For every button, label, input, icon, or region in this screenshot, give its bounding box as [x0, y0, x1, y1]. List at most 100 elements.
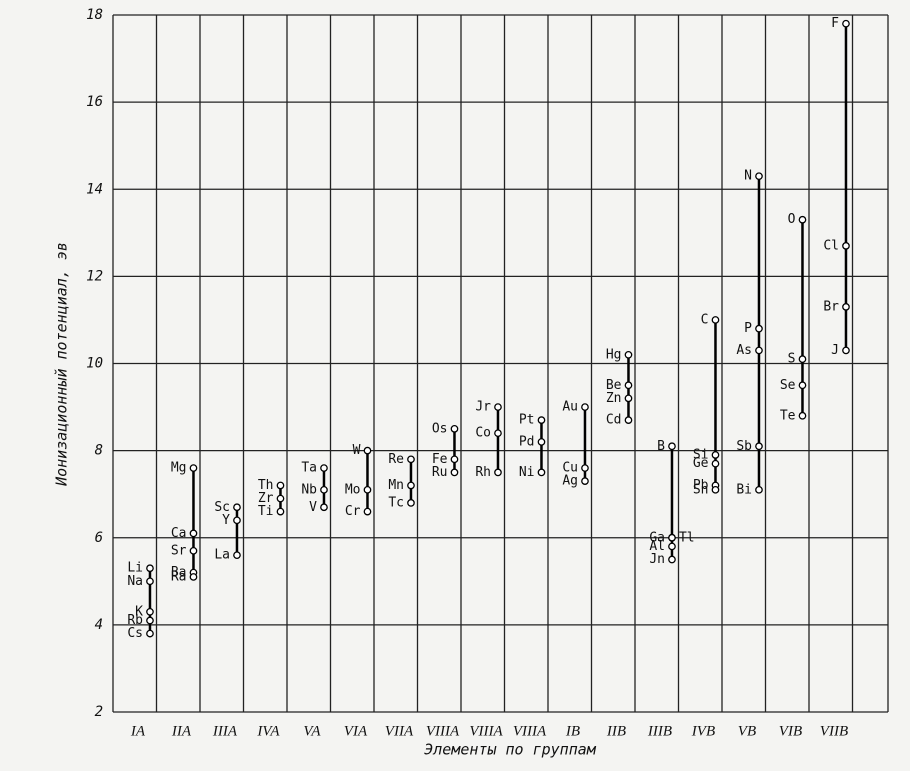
element-label: Mn — [388, 478, 404, 493]
element-label: Bi — [736, 482, 752, 497]
x-tick-label: VIIB — [820, 723, 848, 739]
element-label: Th — [258, 478, 274, 493]
x-tick-label: VA — [303, 723, 321, 739]
element-label: Al — [649, 539, 665, 554]
x-tick-label: IIIA — [212, 723, 238, 739]
element-label: Cr — [345, 504, 361, 519]
element-point — [320, 464, 328, 472]
element-label: Sc — [214, 500, 230, 515]
element-label: Na — [127, 574, 143, 589]
x-tick-label: IIA — [171, 723, 192, 739]
element-point — [537, 416, 546, 424]
element-label: Ge — [693, 456, 709, 471]
element-point — [755, 442, 763, 451]
element-point — [276, 481, 285, 490]
element-point — [711, 459, 720, 468]
element-label: C — [701, 312, 709, 327]
element-label: Y — [222, 513, 230, 528]
element-label: La — [214, 548, 230, 563]
element-point — [798, 381, 807, 390]
element-point — [407, 455, 415, 464]
y-tick-label: 6 — [95, 530, 103, 546]
element-label: W — [353, 443, 361, 458]
element-label: Hg — [606, 347, 622, 362]
element-point — [233, 503, 241, 512]
element-point — [842, 346, 850, 355]
element-point — [581, 403, 589, 411]
element-point — [537, 468, 546, 477]
element-point — [494, 468, 502, 477]
element-label: B — [657, 439, 665, 454]
element-label: Tc — [388, 495, 404, 510]
element-label: Nb — [301, 482, 317, 497]
element-point — [450, 468, 459, 477]
element-point — [798, 355, 807, 363]
element-point — [668, 542, 676, 551]
x-tick-label: IVA — [256, 723, 280, 739]
element-label: Ca — [171, 526, 187, 541]
element-point — [668, 555, 676, 564]
element-point — [842, 242, 850, 250]
element-label: Ta — [301, 461, 317, 476]
element-point — [537, 438, 546, 446]
element-point — [624, 394, 633, 403]
element-label: Cs — [127, 626, 143, 641]
element-label: Rb — [127, 613, 143, 628]
element-label: Ra — [171, 569, 187, 584]
element-point — [581, 464, 589, 472]
element-label: Au — [562, 400, 578, 415]
element-point — [450, 424, 459, 433]
element-label: Ag — [562, 474, 578, 489]
element-point — [450, 455, 459, 464]
element-label: Ti — [258, 504, 274, 519]
element-label: Pb — [693, 478, 709, 493]
element-label: J — [831, 343, 839, 358]
element-point — [320, 485, 328, 494]
element-label: Li — [127, 561, 143, 576]
y-tick-label: 2 — [95, 704, 103, 720]
element-point — [146, 607, 154, 616]
element-label: Sr — [171, 543, 187, 558]
element-point — [842, 19, 850, 28]
element-label: Be — [606, 378, 622, 393]
y-tick-label: 16 — [86, 94, 103, 110]
y-axis-label: Ионизационный потенциал, эв — [53, 242, 71, 487]
element-label: Ga — [649, 530, 665, 545]
element-label: N — [744, 169, 752, 184]
element-label: Co — [475, 426, 491, 441]
element-point — [798, 411, 807, 420]
y-tick-label: 14 — [86, 181, 103, 197]
element-point — [146, 564, 154, 573]
element-point — [711, 485, 720, 494]
element-point — [624, 416, 633, 424]
element-point — [189, 573, 198, 581]
x-tick-label: VIIIA — [426, 723, 460, 739]
element-label: Ba — [171, 565, 187, 580]
x-tick-label: IIB — [606, 723, 626, 739]
element-point — [407, 499, 415, 507]
element-point — [276, 507, 285, 516]
element-point — [363, 446, 372, 455]
y-tick-label: 12 — [86, 268, 103, 284]
element-point — [755, 485, 763, 494]
element-label: Fe — [432, 452, 448, 467]
element-point — [494, 429, 502, 438]
element-label: Mg — [171, 461, 187, 476]
element-point — [755, 324, 763, 333]
element-point — [233, 516, 241, 525]
x-tick-label: VIIIA — [513, 723, 547, 739]
element-label: As — [736, 343, 752, 358]
x-axis-label: Элементы по группам — [424, 741, 597, 759]
x-tick-label: IB — [565, 723, 580, 739]
element-point — [146, 577, 154, 586]
element-point — [189, 464, 198, 472]
element-label: Zr — [258, 491, 274, 506]
element-point — [624, 381, 633, 390]
x-tick-label: VIB — [779, 723, 802, 739]
element-label: Tl — [679, 530, 695, 545]
element-label: Cu — [562, 461, 578, 476]
element-point — [581, 477, 589, 485]
element-label: Sb — [736, 439, 752, 454]
x-tick-label: VB — [738, 723, 756, 739]
